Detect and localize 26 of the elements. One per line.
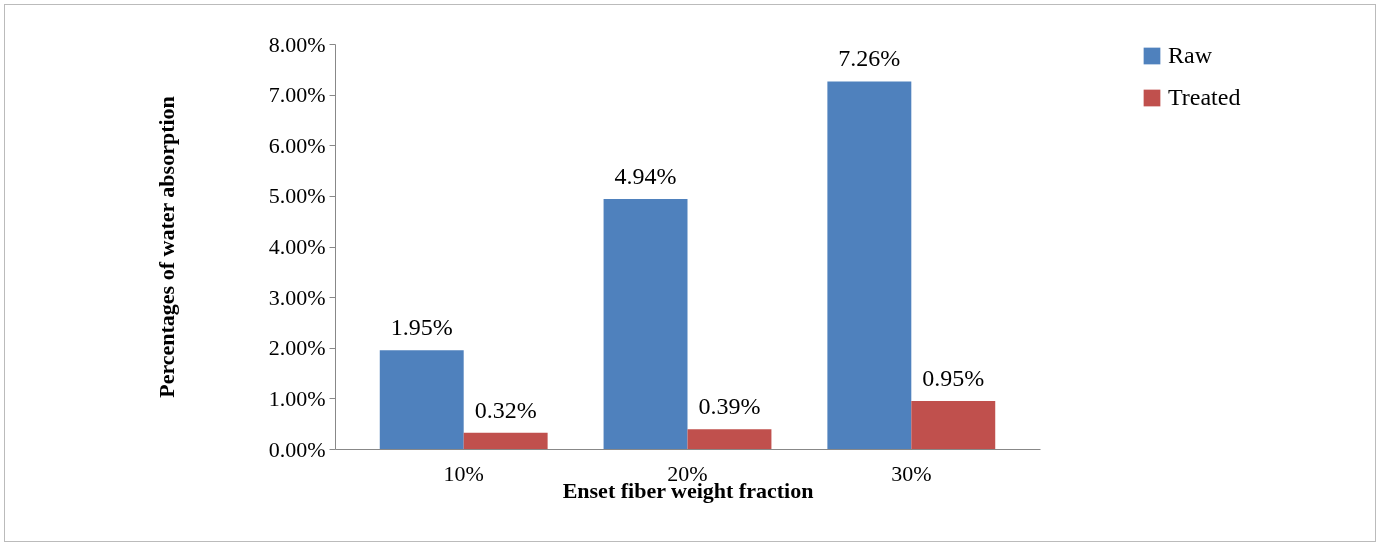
legend-label: Treated bbox=[1168, 84, 1241, 110]
data-label: 0.32% bbox=[474, 396, 537, 423]
y-tick-label: 4.00% bbox=[268, 234, 326, 259]
y-tick-label: 5.00% bbox=[268, 183, 326, 209]
y-tick-label: 1.00% bbox=[268, 385, 326, 411]
bar bbox=[603, 198, 688, 449]
x-tick-label: 30% bbox=[891, 460, 932, 486]
data-label: 7.26% bbox=[838, 45, 901, 72]
y-tick-label: 0.00% bbox=[268, 436, 326, 462]
data-label: 0.95% bbox=[922, 364, 985, 391]
y-tick-label: 8.00% bbox=[268, 31, 326, 57]
y-tick-label: 6.00% bbox=[268, 132, 326, 158]
bar bbox=[687, 429, 772, 449]
legend-label: Raw bbox=[1168, 42, 1213, 68]
y-tick-label: 7.00% bbox=[268, 82, 326, 108]
bar bbox=[463, 432, 548, 449]
y-tick-label: 3.00% bbox=[268, 284, 326, 310]
data-label: 1.95% bbox=[390, 314, 453, 341]
data-label: 0.39% bbox=[698, 393, 761, 420]
x-tick-label: 10% bbox=[443, 460, 484, 486]
y-axis-title: Percentages of water absorption bbox=[153, 96, 179, 398]
bar bbox=[911, 400, 996, 449]
data-label: 4.94% bbox=[614, 162, 677, 189]
bar bbox=[379, 350, 464, 449]
y-tick-label: 2.00% bbox=[268, 335, 326, 361]
bar bbox=[827, 81, 912, 449]
